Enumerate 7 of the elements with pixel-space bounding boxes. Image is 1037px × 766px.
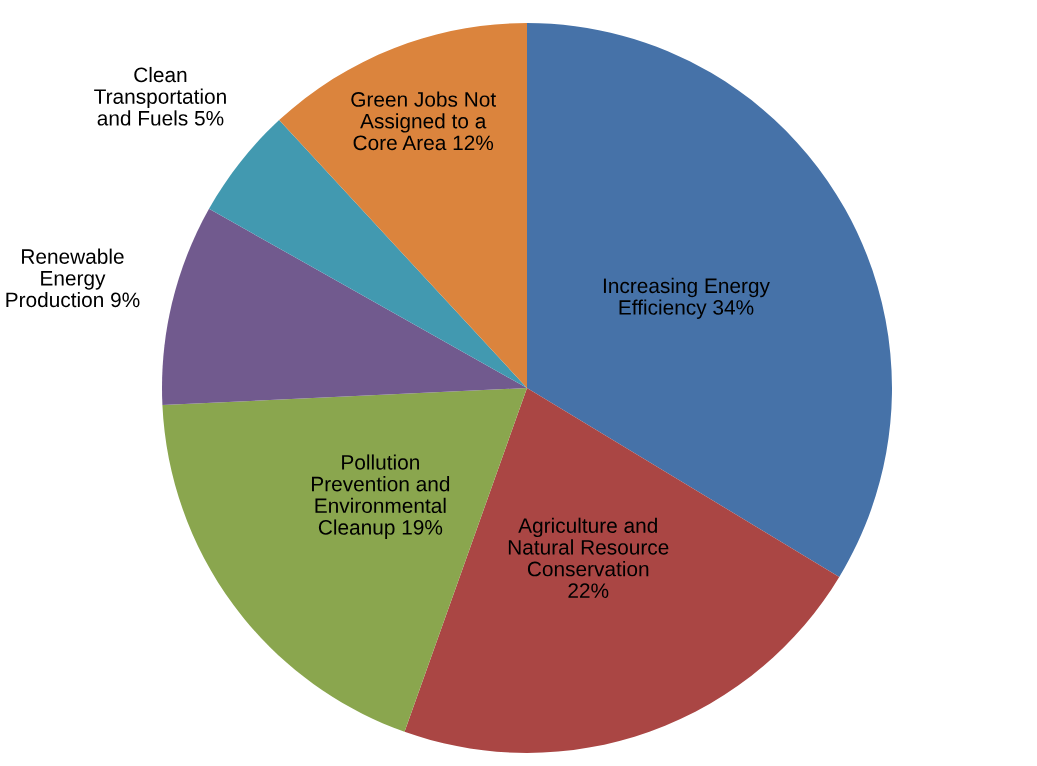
slice-label: Pollution Prevention and Environmental Cleanup 19%: [312, 454, 450, 539]
slice-label: Renewable Energy Production 9%: [6, 248, 140, 308]
slice-label: Increasing Energy Efficiency 34%: [603, 277, 770, 319]
slice-label: Agriculture and Natural Resource Conservation: [508, 517, 669, 577]
data-label: 22%: [568, 583, 609, 598]
slice-label: Green Jobs Not Assigned to a Core Area 12%: [351, 91, 496, 151]
slice-label: Clean Transportation and Fuels 5%: [94, 66, 226, 126]
